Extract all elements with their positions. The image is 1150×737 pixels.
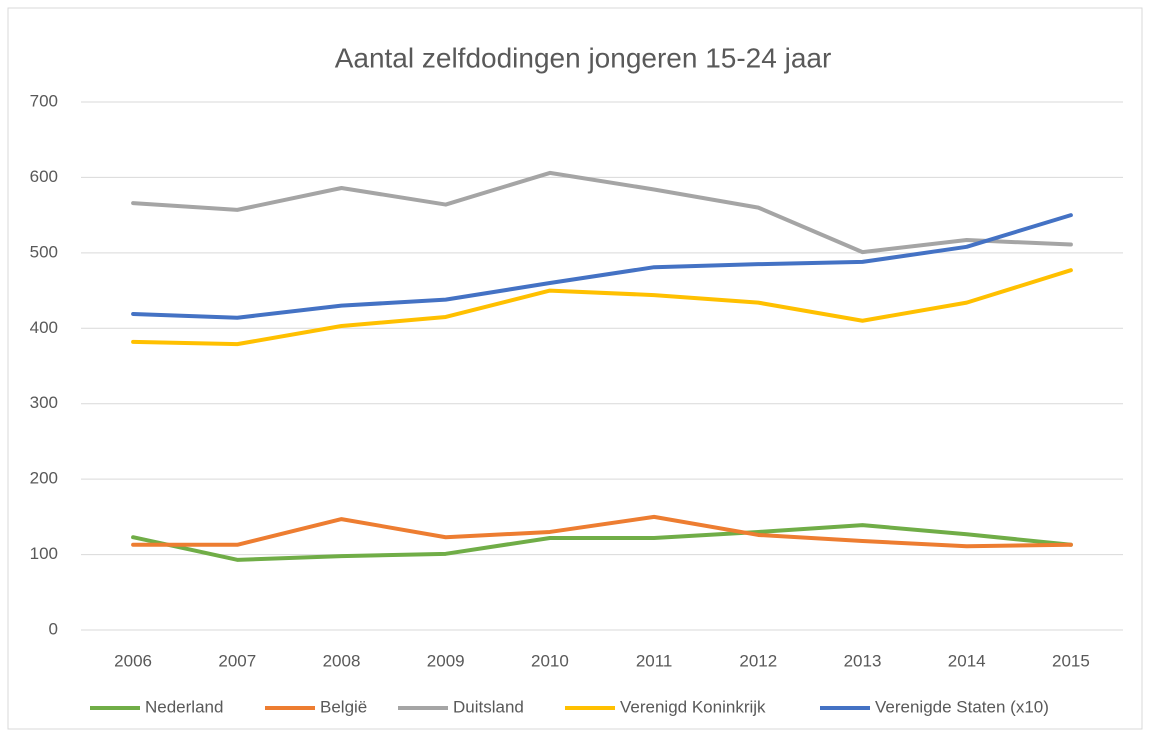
- y-tick-label: 700: [30, 91, 58, 110]
- series-line: [131, 170, 1073, 255]
- y-tick-label: 600: [30, 167, 58, 186]
- y-tick-label: 200: [30, 469, 58, 488]
- x-tick-label: 2013: [844, 651, 882, 670]
- chart-title: Aantal zelfdodingen jongeren 15-24 jaar: [335, 42, 832, 73]
- x-tick-label: 2011: [636, 651, 673, 670]
- y-tick-label: 100: [30, 544, 58, 563]
- x-tick-label: 2006: [114, 651, 152, 670]
- x-tick-label: 2012: [739, 651, 777, 670]
- series-line: [131, 514, 1073, 549]
- y-tick-label: 500: [30, 242, 58, 261]
- y-tick-label: 300: [30, 393, 58, 412]
- series-line: [131, 213, 1073, 320]
- legend-label: Nederland: [145, 697, 223, 716]
- x-tick-label: 2007: [218, 651, 256, 670]
- legend-label: België: [320, 697, 367, 716]
- y-tick-label: 0: [49, 619, 58, 638]
- series-line: [131, 523, 1073, 562]
- x-tick-label: 2014: [948, 651, 986, 670]
- legend-label: Verenigd Koninkrijk: [620, 697, 766, 716]
- chart-border: [7, 7, 1143, 730]
- series-line: [131, 268, 1073, 347]
- y-tick-label: 400: [30, 318, 58, 337]
- x-tick-label: 2015: [1052, 651, 1090, 670]
- x-tick-label: 2008: [323, 651, 361, 670]
- legend-label: Verenigde Staten (x10): [875, 697, 1049, 716]
- legend-label: Duitsland: [453, 697, 524, 716]
- x-tick-label: 2010: [531, 651, 569, 670]
- x-tick-label: 2009: [427, 651, 465, 670]
